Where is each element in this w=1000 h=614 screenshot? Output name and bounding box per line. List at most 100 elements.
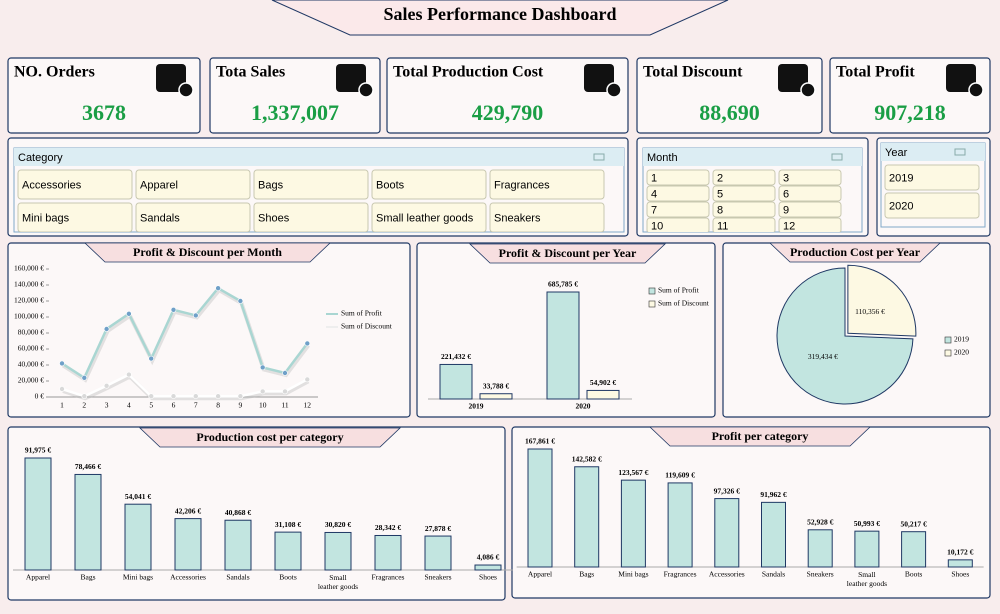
slicer-item[interactable] [17, 202, 133, 232]
chart-title-tab [468, 243, 667, 264]
chart-title: Profit & Discount per Month [133, 245, 282, 259]
chart-title: Profit per category [712, 429, 809, 443]
x-tick-label: Fragrances [372, 573, 405, 582]
kpi-icon [946, 64, 976, 92]
bar [174, 518, 202, 571]
slicer-item-label[interactable]: Sneakers [494, 212, 541, 224]
slicer-item-label[interactable]: 2 [717, 172, 723, 184]
slicer-item-label[interactable]: 6 [783, 188, 789, 200]
slicer-item-label[interactable]: 5 [717, 188, 723, 200]
slicer-item[interactable] [253, 202, 369, 232]
slicer-item[interactable] [646, 185, 710, 202]
legend-swatch [648, 300, 656, 308]
slicer-item[interactable] [489, 202, 605, 232]
bar [807, 529, 833, 568]
value-label: 10,172 € [947, 548, 974, 557]
kpi-icon [156, 64, 186, 92]
slicer-item-label[interactable]: Small leather goods [376, 212, 474, 224]
value-label: 31,108 € [275, 520, 302, 529]
slicer-item[interactable] [712, 217, 776, 233]
slicer-items: 2019 2020 [884, 164, 980, 219]
slicer-item-label[interactable]: 3 [783, 172, 789, 184]
slicer-item[interactable] [135, 202, 251, 232]
slicer-item-label[interactable]: 11 [717, 220, 728, 232]
chart-title-tab [768, 242, 942, 263]
slicer-item[interactable] [17, 169, 133, 200]
x-tick-label: Sneakers [807, 570, 834, 579]
header: Sales Performance Dashboard [271, 0, 729, 36]
kpi-icon [178, 82, 194, 98]
slicer-item-label[interactable]: 9 [783, 204, 789, 216]
series-marker [126, 310, 132, 317]
kpi-icon [968, 82, 984, 98]
series-marker [170, 306, 177, 313]
slicer-item[interactable] [884, 164, 980, 191]
bar [374, 534, 402, 571]
series-marker [237, 298, 244, 304]
slicer-item-label[interactable]: Fragrances [494, 179, 550, 191]
slicer-item[interactable] [778, 201, 842, 218]
legend-label: Sum of Profit [658, 286, 700, 295]
slicer-item-label[interactable]: Boots [376, 179, 405, 191]
value-label: 30,820 € [325, 520, 352, 529]
slicer-item-label[interactable]: 2020 [889, 200, 913, 212]
slicer-item[interactable] [712, 169, 776, 186]
slicer-item[interactable] [884, 192, 980, 219]
slicer-title: Month [647, 152, 678, 164]
slicer-item[interactable] [778, 217, 842, 233]
value-label: 33,788 € [483, 381, 510, 390]
slicer-item-label[interactable]: Mini bags [22, 212, 70, 224]
series-line [61, 286, 309, 380]
legend-label: Sum of Discount [341, 322, 393, 331]
slicer-item-label[interactable]: 12 [783, 220, 795, 232]
kpi-icon [584, 64, 614, 92]
slicer-item-label[interactable]: Apparel [140, 179, 178, 191]
slicer-item-label[interactable]: 4 [651, 188, 657, 200]
x-tick-label: Apparel [26, 573, 50, 582]
slicer-item[interactable] [646, 201, 710, 218]
slicer-item[interactable] [778, 169, 842, 186]
value-label: 97,326 € [714, 486, 741, 495]
value-label: 685,785 € [548, 280, 578, 289]
series-marker [148, 393, 154, 400]
slicer-item-label[interactable]: 7 [651, 204, 657, 216]
x-tick-label: Bags [81, 573, 96, 582]
slicer-item-label[interactable]: 8 [717, 204, 723, 216]
slicer-item[interactable] [778, 185, 842, 202]
y-tick-label: 100,000 € [14, 312, 44, 321]
slicer-item-label[interactable]: 1 [651, 172, 657, 184]
slicer-title: Category [18, 152, 63, 164]
kpi-icon [336, 64, 366, 92]
bar [324, 531, 352, 571]
value-label: 110,356 € [855, 307, 885, 316]
x-tick-label: Boots [279, 573, 297, 582]
slicer-item[interactable] [371, 202, 487, 232]
slicer-item[interactable] [712, 185, 776, 202]
slicer-item[interactable] [135, 169, 251, 200]
slicer-item-label[interactable]: Sandals [140, 212, 180, 224]
kpi-value: 907,218 [874, 100, 946, 125]
slicer-item[interactable] [712, 201, 776, 218]
slicer-item[interactable] [253, 169, 369, 200]
slicer-filter-icon [593, 153, 605, 161]
slicer-item[interactable] [646, 169, 710, 186]
slicer-item[interactable] [371, 169, 487, 200]
value-label: 4,086 € [477, 553, 500, 562]
x-tick-label: 2019 [469, 402, 484, 411]
x-tick-label: Fragrances [664, 570, 697, 579]
value-label: 142,582 € [572, 454, 602, 463]
series-marker [215, 285, 221, 292]
y-tick-label: 20,000 € [18, 376, 45, 385]
x-tick-label: 4 [127, 401, 131, 410]
slicer-item-label[interactable]: 2019 [889, 172, 913, 184]
x-tick-label: 6 [172, 401, 176, 410]
slicer-item[interactable] [489, 169, 605, 200]
slicer-item-label[interactable]: Accessories [22, 179, 82, 191]
chart-title: Production cost per category [196, 430, 343, 444]
slicer-item[interactable] [646, 217, 710, 233]
slicer-item-label[interactable]: Bags [258, 179, 284, 191]
slicer-item-label[interactable]: Shoes [258, 212, 290, 224]
kpi-label: Tota Sales [216, 64, 285, 81]
x-tick-label: Sandals [226, 573, 249, 582]
slicer-item-label[interactable]: 10 [651, 220, 663, 232]
